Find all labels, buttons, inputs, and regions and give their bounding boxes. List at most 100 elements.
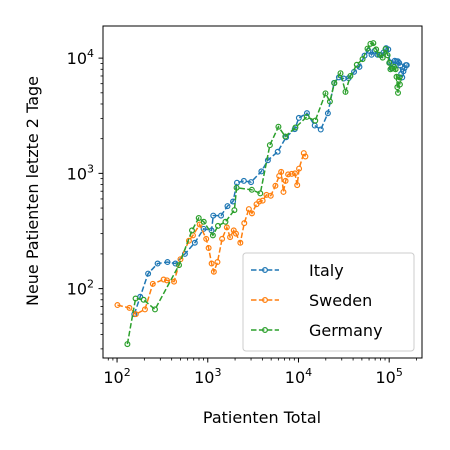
data-point [145, 270, 152, 277]
data-point [370, 40, 377, 47]
data-point [386, 59, 393, 66]
series-layer [114, 40, 410, 348]
data-point [248, 179, 255, 186]
data-point [176, 262, 183, 269]
data-point [257, 190, 264, 197]
data-point [188, 227, 195, 234]
data-point [214, 259, 221, 266]
legend-item-germany: Germany [251, 321, 383, 340]
data-point [376, 51, 383, 58]
data-point [248, 210, 255, 217]
data-point [124, 341, 131, 348]
data-point [353, 61, 360, 68]
data-point [223, 224, 230, 231]
data-point [368, 51, 375, 58]
data-point [132, 295, 139, 302]
data-point [331, 80, 338, 87]
data-point [191, 239, 198, 246]
y-tick-label: 103 [67, 162, 94, 183]
legend-marker [262, 327, 269, 334]
data-point [282, 133, 289, 140]
series-sweden [114, 150, 309, 318]
data-point [322, 90, 329, 97]
data-point [347, 72, 354, 79]
legend: Italy Sweden Germany [242, 252, 415, 352]
y-tick-label: 102 [67, 278, 94, 299]
data-point [303, 113, 310, 120]
data-point [342, 88, 349, 95]
data-point [296, 165, 303, 172]
data-point [400, 68, 407, 75]
data-point [231, 207, 238, 214]
legend-marker [262, 267, 269, 274]
data-point [200, 225, 207, 232]
data-point [248, 186, 255, 193]
data-point [396, 74, 403, 81]
y-tick-label: 104 [67, 47, 94, 68]
data-point [272, 182, 279, 189]
data-point [245, 206, 252, 213]
data-point [140, 296, 147, 303]
series-germany [124, 40, 403, 348]
data-point [227, 234, 234, 241]
x-tick-label: 103 [194, 366, 221, 387]
data-point [396, 81, 403, 88]
data-point [396, 59, 403, 66]
data-point [392, 66, 399, 73]
data-point [267, 192, 274, 199]
data-point [259, 197, 266, 204]
data-point [205, 245, 212, 252]
data-point [317, 126, 324, 133]
legend-item-italy: Italy [251, 261, 344, 280]
data-point [230, 198, 237, 205]
data-point [219, 235, 226, 242]
data-point [359, 56, 366, 63]
data-point [160, 276, 167, 283]
data-point [379, 54, 386, 61]
data-point [266, 142, 273, 149]
data-point [200, 218, 207, 225]
data-point [295, 114, 302, 121]
data-point [282, 177, 289, 184]
data-point [152, 306, 159, 313]
data-point [203, 235, 210, 242]
data-point [274, 148, 281, 155]
data-point [240, 177, 247, 184]
data-point [163, 277, 170, 284]
data-point [367, 40, 374, 47]
data-point [185, 237, 192, 244]
data-point [403, 62, 410, 69]
data-point [214, 222, 221, 229]
series-line [117, 151, 307, 316]
x-tick-label: 104 [285, 366, 312, 387]
x-axis-label: Patienten Total [203, 408, 321, 427]
legend-marker [262, 297, 269, 304]
legend-label: Sweden [309, 291, 372, 310]
axes-layer: 102 103 104 105 102 103 104 [67, 25, 423, 387]
data-point [171, 278, 178, 285]
data-point [278, 168, 285, 175]
data-point [222, 218, 229, 225]
data-point [385, 46, 392, 53]
data-point [382, 45, 389, 52]
legend-label: Germany [309, 321, 383, 340]
data-point [292, 124, 299, 131]
data-point [373, 46, 380, 53]
data-point [384, 52, 391, 59]
data-point [209, 232, 216, 239]
data-point [288, 170, 295, 177]
data-point [294, 182, 301, 189]
data-point [132, 311, 139, 318]
data-point [280, 188, 287, 195]
data-point [326, 98, 333, 105]
data-point [312, 117, 319, 124]
legend-box [242, 252, 415, 352]
data-point [164, 259, 171, 266]
data-point [324, 110, 331, 117]
legend-item-sweden: Sweden [251, 291, 372, 310]
data-point [208, 260, 215, 267]
data-point [195, 215, 202, 222]
data-point [258, 168, 265, 175]
